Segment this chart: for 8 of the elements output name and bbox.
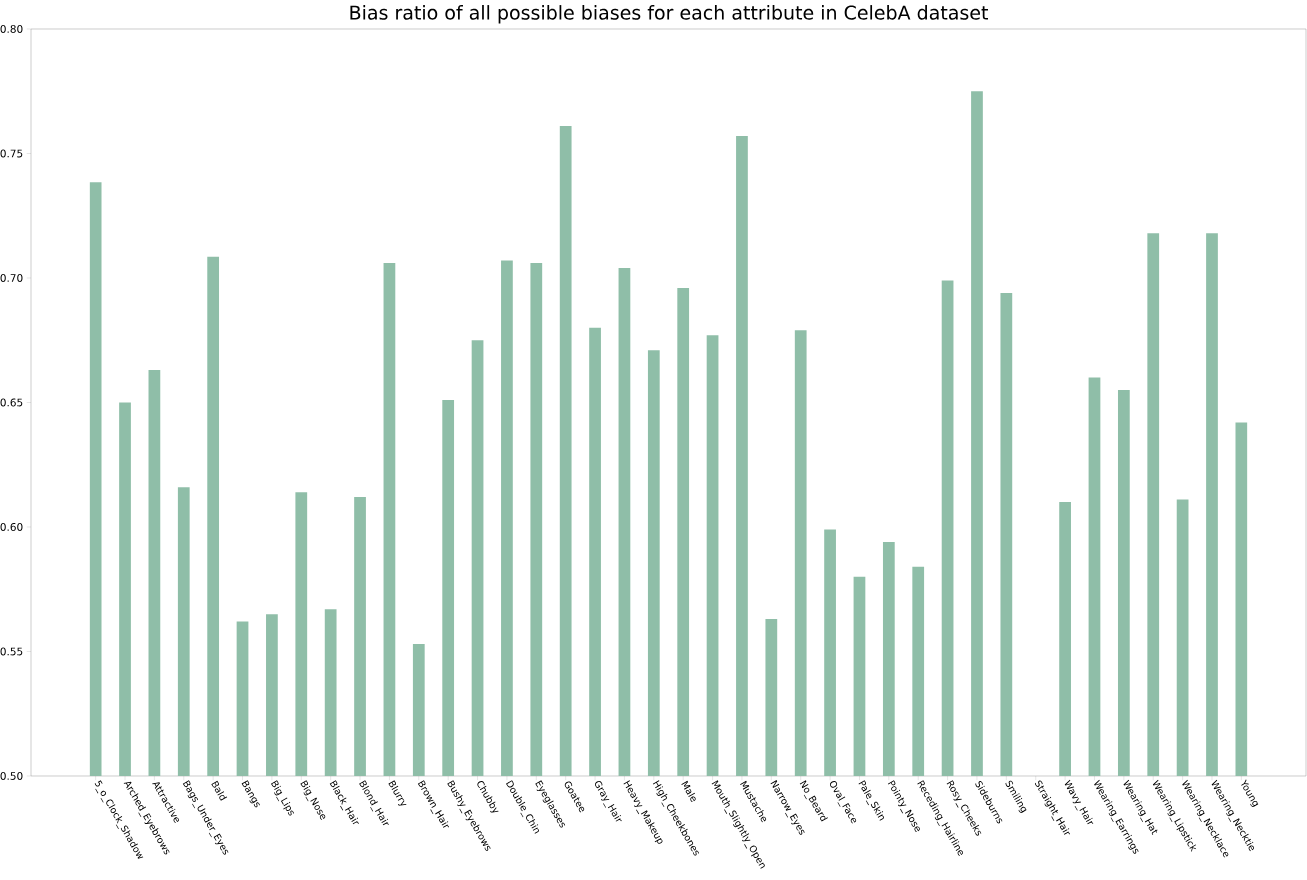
y-tick-label: 0.55 [0, 647, 23, 656]
y-tick-label: 0.50 [0, 772, 23, 780]
chart-title: Bias ratio of all possible biases for each attribute in CelebA dataset [350, 5, 989, 24]
y-tick-label: 0.65 [0, 398, 23, 407]
y-tick-label: 0.60 [0, 523, 23, 531]
y-tick-label: 0.75 [0, 149, 23, 158]
y-tick-label: 0.80 [0, 25, 23, 33]
y-tick-label: 0.70 [0, 274, 23, 282]
